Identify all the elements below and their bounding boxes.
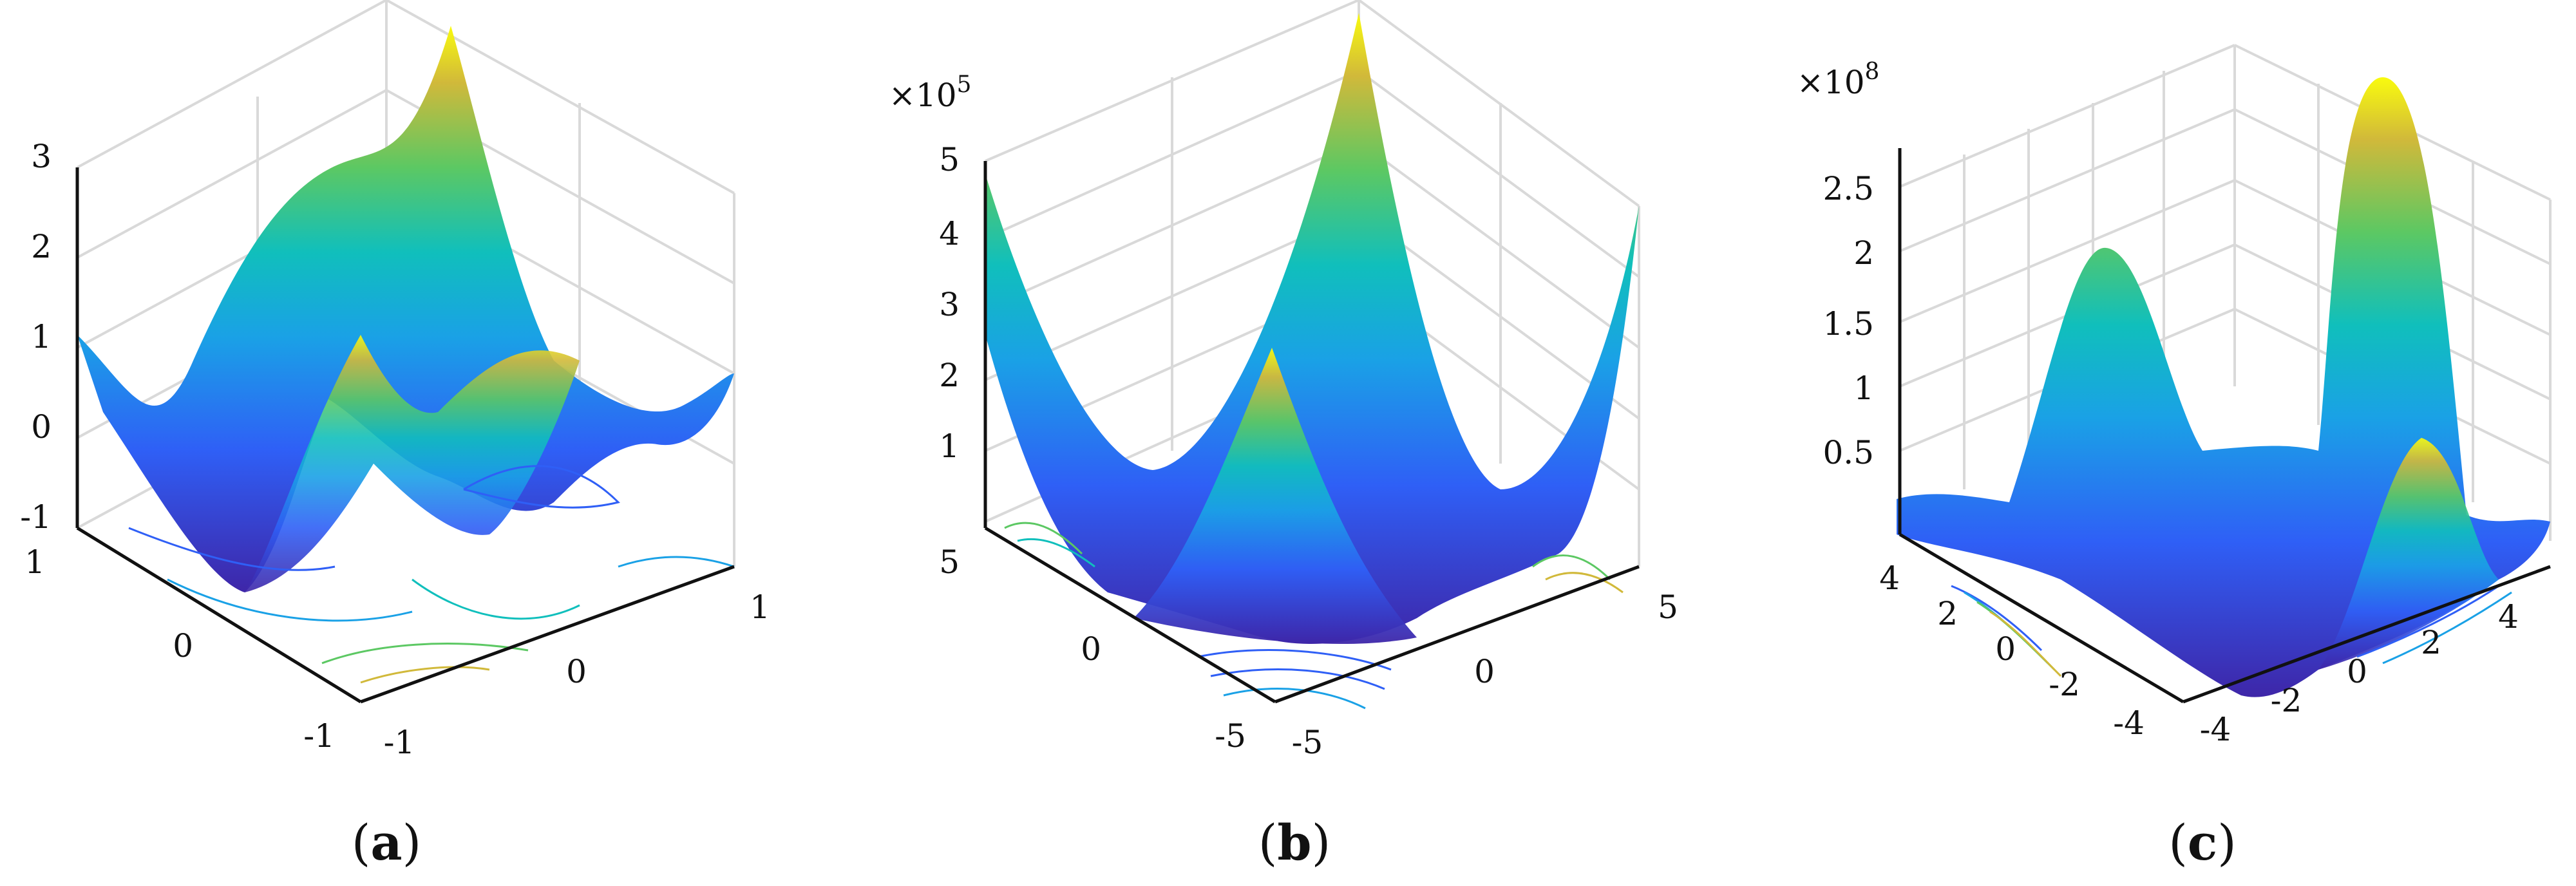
- panel-c-x-tick: 0: [2347, 653, 2367, 690]
- panel-c-y-tick: 4: [1879, 560, 1900, 597]
- panel-c-x-ticks: -4 -2 0 2 4: [2200, 598, 2519, 748]
- panel-b-caption: (b): [1258, 814, 1331, 871]
- panel-b-y-tick: -5: [1215, 717, 1246, 755]
- panel-a-x-tick: 1: [750, 589, 770, 626]
- panel-c-z-tick: 1: [1853, 370, 1874, 407]
- panel-a-contours: [128, 465, 735, 684]
- panel-b-x-tick: 0: [1474, 653, 1495, 690]
- panel-a-z-tick: 1: [31, 318, 52, 355]
- panel-b-z-tick: 5: [939, 141, 960, 178]
- panel-a-z-tick: 0: [31, 408, 52, 446]
- panel-b: ×105 1 2 3 4 5 5 0 -5 -5 0 5 (b): [889, 0, 1678, 871]
- panel-b-z-tick: 1: [939, 428, 960, 465]
- panel-a-caption: (a): [352, 814, 422, 871]
- panel-c-contours: [1951, 585, 2512, 677]
- panel-b-x-tick: 5: [1658, 589, 1678, 626]
- panel-b-x-ticks: -5 0 5: [1292, 589, 1678, 761]
- panel-b-contours: [1004, 522, 1624, 710]
- panel-a-axes: [75, 167, 735, 704]
- panel-a-x-tick: -1: [384, 724, 415, 761]
- panel-c-x-tick: 2: [2421, 624, 2441, 661]
- panel-a-z-tick: -1: [20, 498, 52, 536]
- panel-b-z-tick: 4: [939, 215, 960, 252]
- panel-b-z-tick: 3: [939, 286, 960, 323]
- panel-c-z-multiplier: ×108: [1797, 59, 1879, 101]
- panel-c-y-tick: 0: [1995, 630, 2016, 668]
- panel-b-x-tick: -5: [1292, 724, 1323, 761]
- panel-c-y-ticks: 4 2 0 -2 -4: [1879, 560, 2145, 742]
- panel-c-y-tick: 2: [1937, 595, 1958, 632]
- panel-c-surface-front: [2318, 438, 2499, 670]
- panel-c-z-ticks: 0.5 1 1.5 2 2.5: [1823, 170, 1874, 471]
- panel-b-surface: [985, 13, 1639, 644]
- panel-a-surface-front: [245, 335, 580, 592]
- panel-c-x-tick: -4: [2200, 711, 2231, 748]
- panel-b-z-ticks: 1 2 3 4 5: [939, 141, 960, 465]
- panel-c-x-tick: -2: [2271, 682, 2302, 719]
- panel-a-y-tick: 0: [173, 627, 193, 664]
- panel-b-z-tick: 2: [939, 357, 960, 394]
- panel-a-x-tick: 0: [566, 653, 587, 690]
- panel-a-surface: [77, 26, 734, 592]
- panel-c: ×108 0.5 1 1.5 2 2.5 4 2 0 -2 -4 -4 -2 0…: [1797, 44, 2552, 871]
- panel-a-y-ticks: 1 0 -1: [24, 543, 335, 755]
- panel-a: -1 0 1 2 3 1 0 -1 -1 0 1 (a): [20, 0, 770, 871]
- panel-a-y-tick: 1: [24, 543, 45, 581]
- panel-c-x-tick: 4: [2498, 598, 2519, 636]
- panel-c-z-tick: 1.5: [1823, 305, 1874, 343]
- panel-b-y-tick: 0: [1081, 630, 1101, 668]
- panel-b-y-tick: 5: [939, 543, 960, 581]
- panel-c-y-tick: -2: [2049, 666, 2080, 703]
- panel-b-axes: [983, 161, 1640, 704]
- panel-b-y-ticks: 5 0 -5: [939, 543, 1246, 755]
- panel-c-axes: [1898, 148, 2551, 704]
- panel-c-z-tick: 0.5: [1823, 434, 1874, 471]
- panel-a-x-ticks: -1 0 1: [384, 589, 770, 761]
- panel-c-caption: (c): [2168, 814, 2237, 871]
- panel-c-y-tick: -4: [2113, 704, 2145, 742]
- panel-c-z-tick: 2.5: [1823, 170, 1874, 207]
- panel-a-z-ticks: -1 0 1 2 3: [20, 138, 52, 536]
- panel-b-z-multiplier: ×105: [889, 71, 971, 114]
- panel-a-z-tick: 3: [31, 138, 52, 175]
- panel-c-z-tick: 2: [1853, 234, 1874, 272]
- panel-a-z-tick: 2: [31, 228, 52, 265]
- panel-a-y-tick: -1: [303, 717, 335, 755]
- panel-b-surface-front: [1133, 348, 1417, 644]
